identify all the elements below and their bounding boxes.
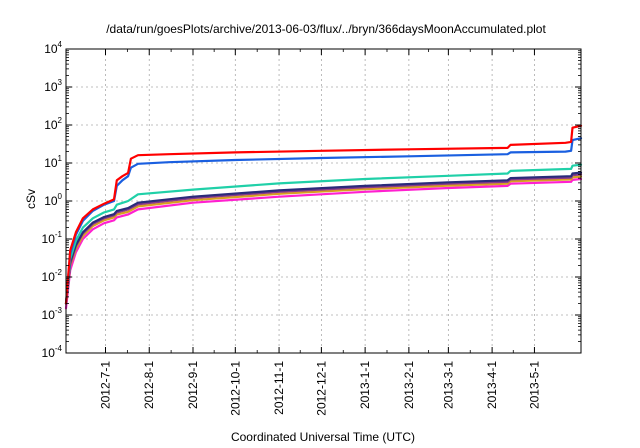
x-tick-label: 2013-1-1 (358, 361, 372, 409)
x-tick-label: 2013-5-1 (527, 361, 541, 409)
y-tick-label: 10-3 (42, 306, 63, 322)
series-line (64, 124, 583, 305)
y-tick-label: 10-1 (42, 230, 63, 246)
y-tick-label: 104 (44, 40, 62, 56)
series-line (64, 171, 583, 305)
grid (66, 49, 581, 353)
x-tick-label: 2013-4-1 (485, 361, 499, 409)
x-tick-label: 2012-10-1 (228, 361, 242, 416)
x-tick-label: 2012-12-1 (314, 361, 328, 416)
series-line (64, 163, 583, 305)
x-tick-label: 2012-9-1 (186, 361, 200, 409)
x-tick-label: 2013-3-1 (441, 361, 455, 409)
series-line (64, 177, 583, 310)
y-axis-ticks: 10-4 10-3 10-2 10-1 100 101 102 103 104 (42, 40, 581, 360)
series-line (64, 175, 583, 305)
y-tick-label: 103 (44, 78, 62, 94)
x-axis-ticks: 2012-7-1 2012-8-1 2012-9-1 2012-10-1 2012-11… (99, 49, 541, 416)
y-tick-label: 102 (44, 116, 62, 132)
x-tick-label: 2012-8-1 (142, 361, 156, 409)
y-axis-label: cSv (24, 189, 38, 209)
x-tick-label: 2012-7-1 (99, 361, 113, 409)
series-line (64, 137, 583, 305)
x-tick-label: 2013-2-1 (402, 361, 416, 409)
chart-title: /data/run/goesPlots/archive/2013-06-03/f… (106, 22, 546, 36)
plot-frame (65, 48, 582, 354)
y-tick-label: 101 (44, 154, 62, 170)
x-axis-label: Coordinated Universal Time (UTC) (231, 430, 415, 444)
series-group (64, 124, 583, 310)
x-tick-label: 2012-11-1 (272, 361, 286, 415)
y-tick-label: 10-4 (42, 344, 63, 360)
y-tick-label: 10-2 (42, 268, 63, 284)
y-tick-label: 100 (44, 192, 62, 208)
